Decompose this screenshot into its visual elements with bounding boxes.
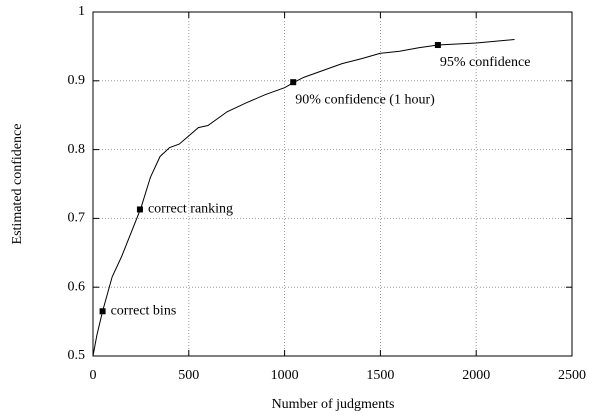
x-tick-label: 2500 <box>558 368 586 383</box>
y-tick-label: 0.8 <box>68 142 86 157</box>
data-line <box>92 39 515 357</box>
x-tick-label: 500 <box>178 368 199 383</box>
x-axis-label: Number of judgments <box>272 397 395 412</box>
x-tick-label: 1500 <box>366 368 394 383</box>
y-tick-label: 0.7 <box>68 211 86 226</box>
annotation-marker <box>434 42 441 49</box>
y-tick-label: 0.5 <box>68 348 86 363</box>
annotation-marker <box>290 79 297 86</box>
y-axis-label: Estimated confidence <box>10 124 25 245</box>
annotation-label: 95% confidence <box>440 55 531 70</box>
y-tick-label: 0.6 <box>68 279 86 294</box>
y-tick-label: 0.9 <box>68 73 86 88</box>
plot-frame <box>92 11 573 357</box>
x-tick-label: 2000 <box>462 368 490 383</box>
annotation-label: correct bins <box>111 303 177 318</box>
x-tick-label: 1000 <box>271 368 299 383</box>
y-tick-label: 1 <box>78 4 85 19</box>
annotation-label: 90% confidence (1 hour) <box>295 92 435 107</box>
annotation-marker <box>136 206 143 213</box>
annotation-marker <box>99 308 106 315</box>
x-tick-label: 0 <box>90 368 97 383</box>
annotation-label: correct ranking <box>148 202 233 217</box>
